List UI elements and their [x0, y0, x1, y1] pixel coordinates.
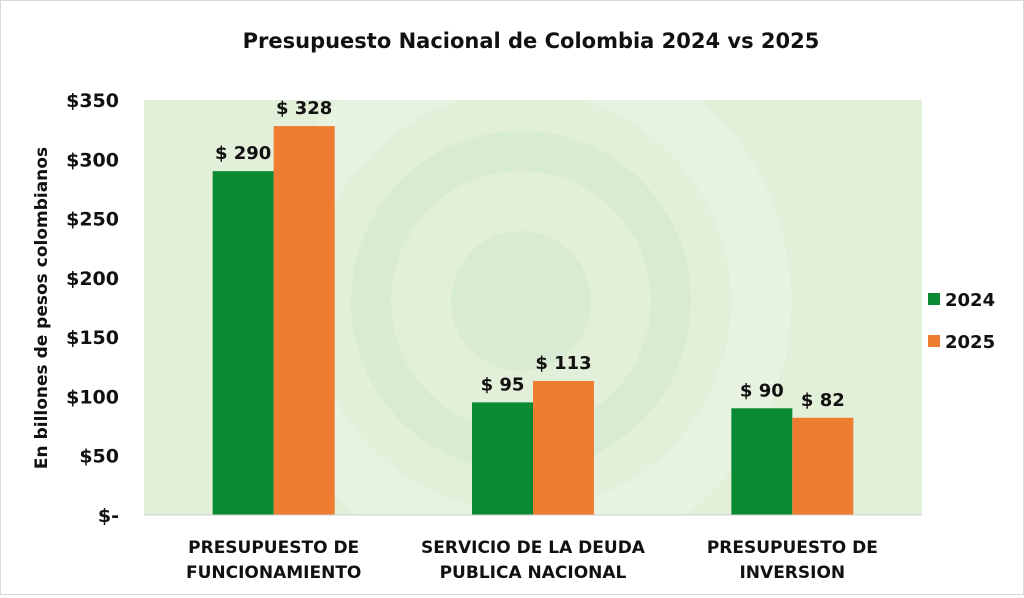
- legend-label-2024: 2024: [945, 290, 995, 311]
- data-label-2024: $ 90: [740, 380, 784, 401]
- x-tick-label: INVERSION: [739, 563, 845, 583]
- data-label-2024: $ 290: [215, 143, 271, 164]
- data-label-2025: $ 328: [276, 98, 332, 119]
- y-tick-label: $350: [66, 90, 119, 112]
- bar-2024: [472, 402, 533, 515]
- bar-2024: [212, 171, 274, 515]
- y-tick-label: $300: [66, 149, 119, 171]
- x-tick-label: PRESUPUESTO DE: [707, 538, 878, 558]
- y-axis-label: En billones de pesos colombianos: [32, 147, 52, 469]
- bar-2024: [731, 408, 793, 515]
- y-tick-label: $-: [98, 505, 119, 527]
- legend-swatch-2025: [928, 335, 940, 347]
- x-tick-label: SERVICIO DE LA DEUDA: [421, 538, 646, 558]
- legend: 2024 2025: [928, 290, 995, 353]
- y-tick-label: $50: [79, 446, 119, 468]
- legend-label-2025: 2025: [945, 332, 995, 353]
- data-label-2025: $ 113: [535, 353, 591, 374]
- bar-2025: [273, 126, 335, 515]
- y-tick-label: $150: [66, 327, 119, 349]
- y-tick-label: $250: [66, 209, 119, 231]
- data-label-2025: $ 82: [801, 390, 845, 411]
- bar-2025: [792, 417, 854, 515]
- y-tick-label: $200: [66, 268, 119, 290]
- x-tick-label: PUBLICA NACIONAL: [440, 563, 627, 583]
- data-label-2024: $ 95: [481, 374, 525, 395]
- x-tick-label: PRESUPUESTO DE: [188, 538, 359, 558]
- x-tick-label: FUNCIONAMIENTO: [186, 563, 361, 583]
- legend-swatch-2024: [928, 293, 940, 305]
- chart-title: Presupuesto Nacional de Colombia 2024 vs…: [243, 29, 820, 53]
- bar-2025: [533, 381, 594, 515]
- y-tick-label: $100: [66, 386, 119, 408]
